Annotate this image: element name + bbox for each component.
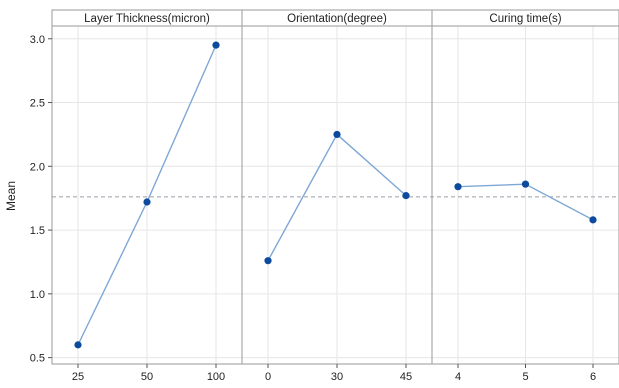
y-tick-label: 1.0 [30,289,45,301]
x-tick-label: 6 [590,371,596,383]
y-axis-label: Mean [4,181,18,211]
data-point [521,180,530,188]
x-tick-label: 0 [265,371,271,383]
grid-layer [52,26,619,364]
x-tick-label: 5 [522,371,528,383]
data-point [74,341,82,349]
data-point [333,130,341,139]
data-point [212,41,220,49]
x-tick-label: 100 [207,371,225,383]
data-point [143,198,151,206]
x-tick-label: 45 [400,371,412,383]
panel-title: Orientation(degree) [287,13,387,25]
x-tick-label: 50 [141,371,153,383]
panel-title: Curing time(s) [489,13,561,25]
y-tick-label: 1.5 [30,225,45,237]
data-point [264,257,272,265]
y-tick-label: 2.0 [30,161,45,173]
y-tick-label: 0.5 [30,353,45,365]
y-tick-label: 2.5 [30,98,45,110]
panel-layer: Layer Thickness(micron) Orientation(degre… [51,9,619,365]
x-tick-label: 25 [72,371,84,383]
x-tick-label: 30 [331,371,343,383]
x-tick-label: 4 [455,371,461,383]
panel-title: Layer Thickness(micron) [84,13,210,25]
data-point [402,192,410,200]
data-point [589,216,597,224]
data-layer [74,41,597,349]
axis-layer: 0.51.01.52.02.53.025 50 100 0 30 45 4 5 6 [30,34,596,383]
y-tick-label: 3.0 [30,34,45,46]
data-point [454,183,462,191]
